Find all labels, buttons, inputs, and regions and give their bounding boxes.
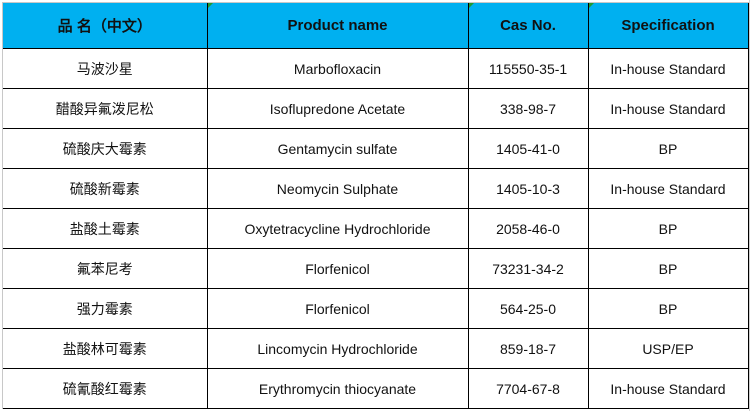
cell-product-name[interactable]: Erythromycin thiocyanate xyxy=(206,368,469,409)
cell-specification[interactable]: BP xyxy=(587,288,749,329)
table-row: 醋酸异氟泼尼松 Isoflupredone Acetate 338-98-7 In-h… xyxy=(3,88,749,129)
cell-specification[interactable]: In-house Standard xyxy=(587,168,749,209)
cell-product-name[interactable]: Oxytetracycline Hydrochloride xyxy=(206,208,469,249)
table-row: 马波沙星 Marbofloxacin 115550-35-1 In-house Sta… xyxy=(3,48,749,89)
product-table: 品 名（中文） Product name Cas No. Specificati… xyxy=(3,3,749,409)
cell-specification[interactable]: USP/EP xyxy=(587,328,749,369)
header-cas-no[interactable]: Cas No. xyxy=(467,3,589,49)
cell-cas-no[interactable]: 73231-34-2 xyxy=(467,248,589,289)
cell-specification[interactable]: BP xyxy=(587,128,749,169)
cell-product-name[interactable]: Florfenicol xyxy=(206,248,469,289)
cell-specification[interactable]: BP xyxy=(587,208,749,249)
cell-product-name[interactable]: Gentamycin sulfate xyxy=(206,128,469,169)
cell-cas-no[interactable]: 2058-46-0 xyxy=(467,208,589,249)
table-row: 硫酸庆大霉素 Gentamycin sulfate 1405-41-0 BP xyxy=(3,128,749,169)
table-row: 盐酸土霉素 Oxytetracycline Hydrochloride 2058-4… xyxy=(3,208,749,249)
cell-product-name[interactable]: Florfenicol xyxy=(206,288,469,329)
header-specification[interactable]: Specification xyxy=(587,3,749,49)
cell-specification[interactable]: In-house Standard xyxy=(587,88,749,129)
cell-cas-no[interactable]: 859-18-7 xyxy=(467,328,589,369)
cell-specification[interactable]: In-house Standard xyxy=(587,368,749,409)
cell-chinese-name[interactable]: 硫氰酸红霉素 xyxy=(3,368,208,409)
cell-product-name[interactable]: Neomycin Sulphate xyxy=(206,168,469,209)
cell-chinese-name[interactable]: 马波沙星 xyxy=(3,48,208,89)
cell-cas-no[interactable]: 115550-35-1 xyxy=(467,48,589,89)
cell-product-name[interactable]: Lincomycin Hydrochloride xyxy=(206,328,469,369)
cell-chinese-name[interactable]: 醋酸异氟泼尼松 xyxy=(3,88,208,129)
cell-cas-no[interactable]: 1405-41-0 xyxy=(467,128,589,169)
header-row: 品 名（中文） Product name Cas No. Specificati… xyxy=(3,3,749,49)
header-chinese-name[interactable]: 品 名（中文） xyxy=(3,3,208,49)
cell-chinese-name[interactable]: 强力霉素 xyxy=(3,288,208,329)
cell-chinese-name[interactable]: 硫酸新霉素 xyxy=(3,168,208,209)
table-row: 硫氰酸红霉素 Erythromycin thiocyanate 7704-67-8 I… xyxy=(3,368,749,409)
cell-cas-no[interactable]: 338-98-7 xyxy=(467,88,589,129)
table-row: 盐酸林可霉素 Lincomycin Hydrochloride 859-18-7 US… xyxy=(3,328,749,369)
table-row: 氟苯尼考 Florfenicol 73231-34-2 BP xyxy=(3,248,749,289)
table-row: 强力霉素 Florfenicol 564-25-0 BP xyxy=(3,288,749,329)
cell-cas-no[interactable]: 564-25-0 xyxy=(467,288,589,329)
cell-chinese-name[interactable]: 氟苯尼考 xyxy=(3,248,208,289)
header-product-name[interactable]: Product name xyxy=(206,3,469,49)
cell-chinese-name[interactable]: 盐酸土霉素 xyxy=(3,208,208,249)
grid-line xyxy=(749,0,750,411)
cell-specification[interactable]: In-house Standard xyxy=(587,48,749,89)
cell-specification[interactable]: BP xyxy=(587,248,749,289)
table-row: 硫酸新霉素 Neomycin Sulphate 1405-10-3 In-house … xyxy=(3,168,749,209)
cell-product-name[interactable]: Marbofloxacin xyxy=(206,48,469,89)
cell-product-name[interactable]: Isoflupredone Acetate xyxy=(206,88,469,129)
cell-chinese-name[interactable]: 硫酸庆大霉素 xyxy=(3,128,208,169)
cell-cas-no[interactable]: 1405-10-3 xyxy=(467,168,589,209)
cell-cas-no[interactable]: 7704-67-8 xyxy=(467,368,589,409)
cell-chinese-name[interactable]: 盐酸林可霉素 xyxy=(3,328,208,369)
